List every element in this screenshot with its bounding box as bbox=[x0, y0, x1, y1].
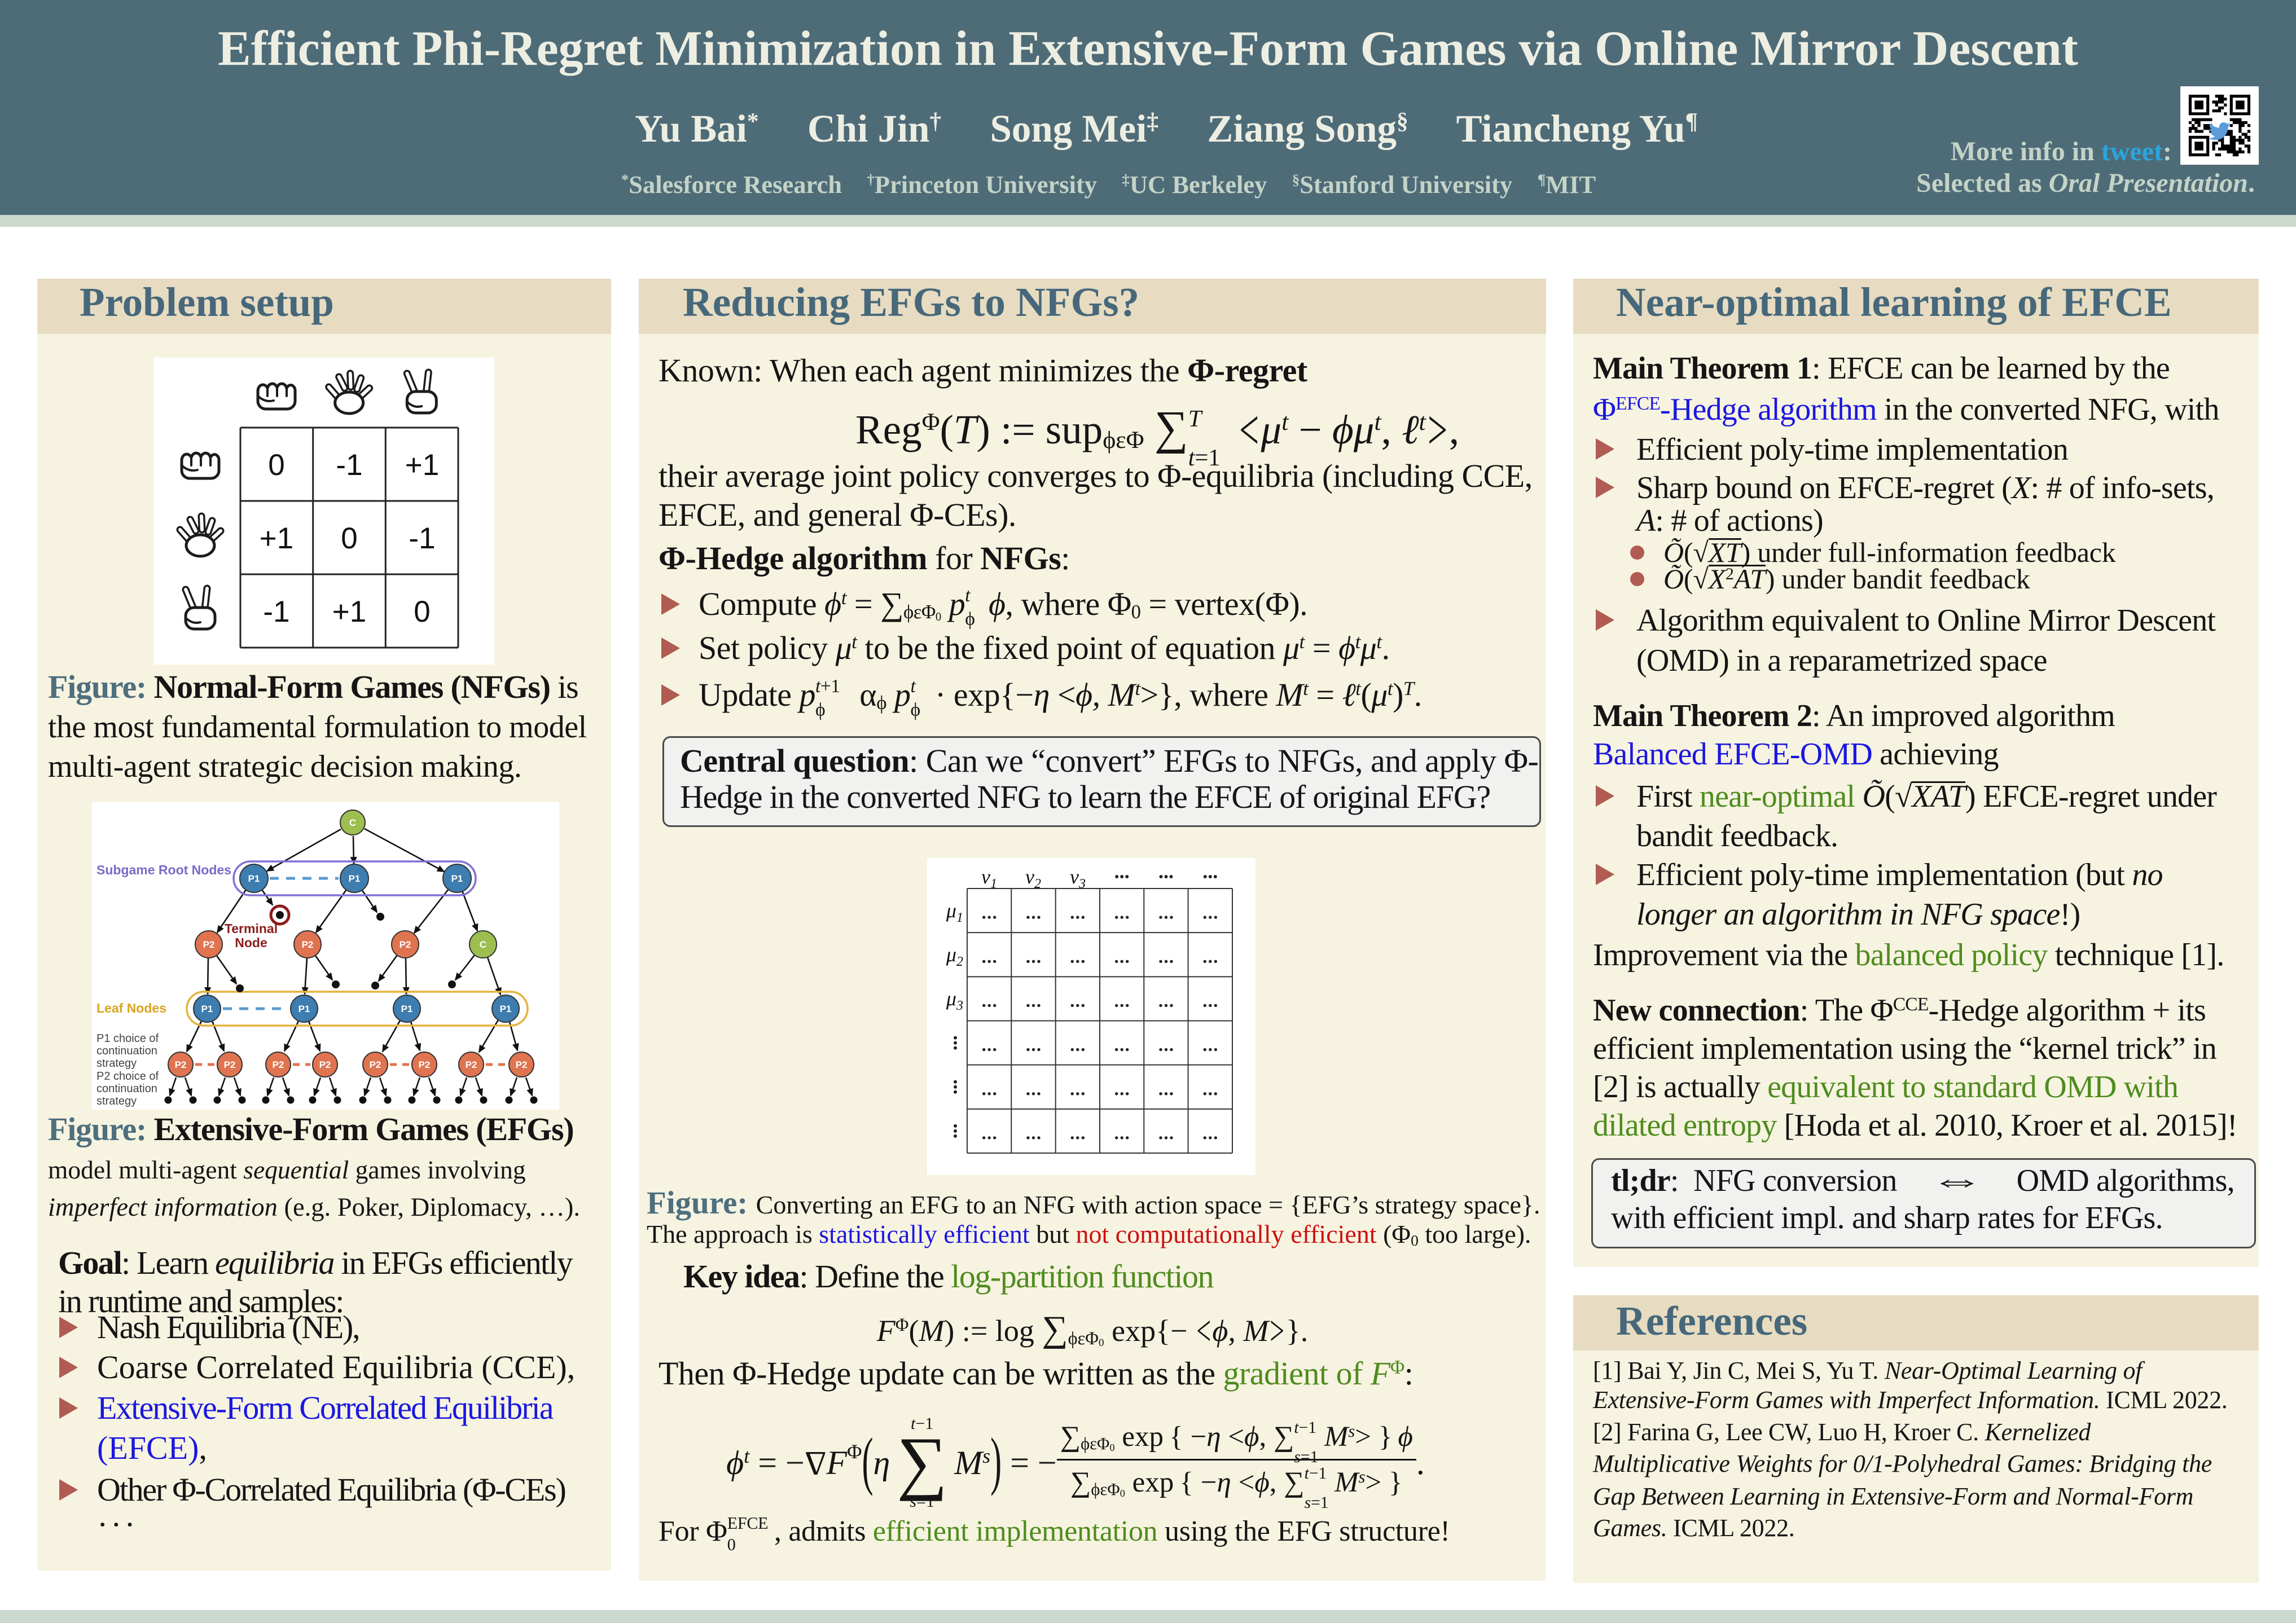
svg-text:C: C bbox=[480, 939, 486, 950]
svg-text:Leaf Nodes: Leaf Nodes bbox=[96, 1001, 166, 1015]
svg-text:μ1: μ1 bbox=[946, 899, 963, 925]
svg-text:continuation: continuation bbox=[96, 1083, 157, 1095]
svg-text:P2: P2 bbox=[516, 1059, 528, 1070]
svg-text:Subgame Root Nodes: Subgame Root Nodes bbox=[96, 863, 231, 877]
svg-text:P1: P1 bbox=[201, 1004, 213, 1014]
svg-text:P2 choice of: P2 choice of bbox=[96, 1070, 159, 1083]
svg-text:P1: P1 bbox=[451, 873, 463, 884]
svg-text:strategy: strategy bbox=[96, 1095, 137, 1107]
svg-text:+1: +1 bbox=[260, 522, 293, 555]
svg-text:+1: +1 bbox=[332, 595, 366, 628]
svg-text:P1: P1 bbox=[248, 873, 260, 884]
svg-text:P1: P1 bbox=[298, 1004, 310, 1014]
svg-text:μ2: μ2 bbox=[946, 943, 963, 969]
svg-text:P2: P2 bbox=[203, 939, 215, 950]
svg-text:Terminal: Terminal bbox=[225, 921, 278, 936]
svg-text:0: 0 bbox=[414, 595, 430, 628]
svg-text:P2: P2 bbox=[319, 1059, 331, 1070]
svg-text:+1: +1 bbox=[405, 448, 439, 482]
svg-text:P1: P1 bbox=[500, 1004, 512, 1014]
svg-text:P2: P2 bbox=[273, 1059, 284, 1070]
svg-text:P2: P2 bbox=[466, 1059, 477, 1070]
svg-text:P2: P2 bbox=[175, 1059, 187, 1070]
svg-text:P2: P2 bbox=[302, 939, 314, 950]
svg-text:P2: P2 bbox=[400, 939, 411, 950]
svg-text:ν1: ν1 bbox=[981, 865, 997, 891]
svg-text:-1: -1 bbox=[263, 595, 289, 628]
svg-text:ν3: ν3 bbox=[1070, 865, 1086, 891]
svg-text:P2: P2 bbox=[224, 1059, 236, 1070]
svg-text:continuation: continuation bbox=[96, 1045, 157, 1057]
svg-text:-1: -1 bbox=[336, 448, 362, 482]
svg-text:0: 0 bbox=[268, 448, 284, 482]
svg-text:P2: P2 bbox=[419, 1059, 431, 1070]
svg-text:C: C bbox=[349, 817, 356, 828]
svg-text:P1: P1 bbox=[349, 873, 361, 884]
svg-text:P1: P1 bbox=[401, 1004, 413, 1014]
svg-text:Node: Node bbox=[235, 935, 267, 950]
svg-text:strategy: strategy bbox=[96, 1057, 137, 1070]
svg-text:-1: -1 bbox=[409, 522, 435, 555]
svg-text:0: 0 bbox=[341, 522, 357, 555]
svg-text:P1 choice of: P1 choice of bbox=[96, 1032, 159, 1045]
svg-text:P2: P2 bbox=[370, 1059, 381, 1070]
